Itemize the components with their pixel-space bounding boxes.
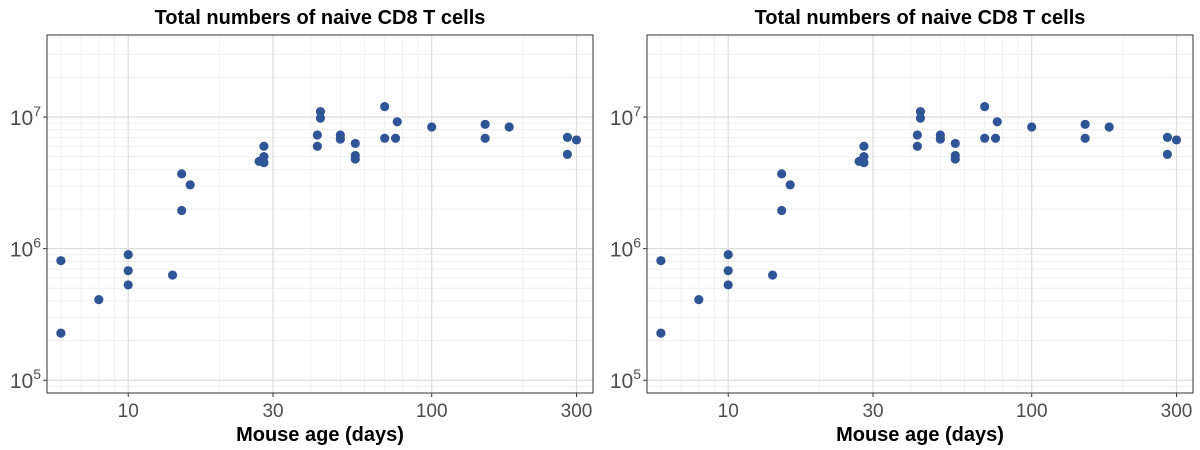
data-point xyxy=(315,106,326,117)
data-point xyxy=(123,266,133,276)
data-point xyxy=(1080,119,1090,129)
data-point xyxy=(694,294,704,305)
data-point xyxy=(723,280,733,290)
data-point xyxy=(656,256,666,266)
data-point xyxy=(123,280,133,290)
x-tick-label: 300 xyxy=(1161,401,1193,422)
data-point xyxy=(480,133,490,143)
data-point xyxy=(915,113,926,123)
data-point xyxy=(380,102,390,112)
x-axis-label: Mouse age (days) xyxy=(236,424,404,446)
data-point xyxy=(723,250,733,260)
data-point xyxy=(656,328,666,338)
data-point xyxy=(859,158,869,168)
data-point xyxy=(785,180,795,190)
data-point xyxy=(1171,135,1182,145)
data-point xyxy=(380,133,390,143)
data-point xyxy=(980,102,990,112)
plot-border xyxy=(646,34,1194,394)
y-tick-label: 107 xyxy=(610,103,641,130)
data-point xyxy=(912,141,922,151)
chart-title: Total numbers of naive CD8 T cells xyxy=(755,7,1086,29)
x-tick-label: 300 xyxy=(561,401,593,422)
data-point xyxy=(350,154,360,164)
data-point xyxy=(777,169,787,179)
plot-background xyxy=(647,35,1193,393)
data-point xyxy=(1162,132,1173,143)
data-point xyxy=(950,154,960,164)
data-point xyxy=(950,138,960,149)
plot-background xyxy=(47,35,593,393)
data-point xyxy=(390,133,401,143)
data-point xyxy=(177,169,187,179)
data-point xyxy=(992,117,1002,127)
data-point xyxy=(315,113,326,123)
data-point xyxy=(312,130,322,140)
x-tick-label: 30 xyxy=(262,401,283,422)
y-tick-label: 106 xyxy=(10,235,41,262)
x-axis-label: Mouse age (days) xyxy=(836,424,1004,446)
data-point xyxy=(56,328,66,338)
data-point xyxy=(177,205,187,216)
data-point xyxy=(350,138,360,149)
data-point xyxy=(1104,122,1114,132)
data-point xyxy=(259,141,269,151)
x-tick-label: 100 xyxy=(416,401,448,422)
data-point xyxy=(335,134,345,144)
y-tick-label: 107 xyxy=(10,103,41,130)
data-point xyxy=(56,256,66,266)
data-point xyxy=(94,294,104,305)
data-point xyxy=(1080,133,1090,143)
data-point xyxy=(427,122,437,132)
data-point xyxy=(723,266,733,276)
x-tick-label: 10 xyxy=(118,401,139,422)
data-point xyxy=(1027,122,1037,132)
data-point xyxy=(777,205,787,216)
y-tick-label: 105 xyxy=(610,366,641,393)
data-point xyxy=(312,141,322,151)
data-point xyxy=(980,133,990,143)
data-point xyxy=(571,135,582,145)
x-tick-label: 10 xyxy=(718,401,739,422)
data-point xyxy=(392,117,402,127)
data-point xyxy=(123,250,133,260)
data-point xyxy=(504,122,514,132)
data-point xyxy=(767,270,778,280)
chart-panel-2: 10 30 100 300 105 106 107 Total numbers of naiv… xyxy=(610,7,1194,446)
data-point xyxy=(1162,149,1173,160)
y-tick-label: 105 xyxy=(10,366,41,393)
data-point xyxy=(562,132,573,143)
data-point xyxy=(935,134,945,144)
data-point xyxy=(562,149,573,160)
x-tick-label: 100 xyxy=(1016,401,1048,422)
plot-border xyxy=(46,34,594,394)
y-tick-label: 106 xyxy=(610,235,641,262)
data-point xyxy=(259,158,269,168)
data-point xyxy=(990,133,1001,143)
data-point xyxy=(185,180,195,190)
x-tick-label: 30 xyxy=(862,401,883,422)
data-point xyxy=(859,141,869,151)
data-point xyxy=(912,130,922,140)
data-point xyxy=(480,119,490,129)
data-point xyxy=(915,106,926,117)
chart-title: Total numbers of naive CD8 T cells xyxy=(155,7,486,29)
chart-panel-1: 10 30 100 300 105 106 107 Total numbers of naiv… xyxy=(10,7,594,446)
data-point xyxy=(167,270,178,280)
